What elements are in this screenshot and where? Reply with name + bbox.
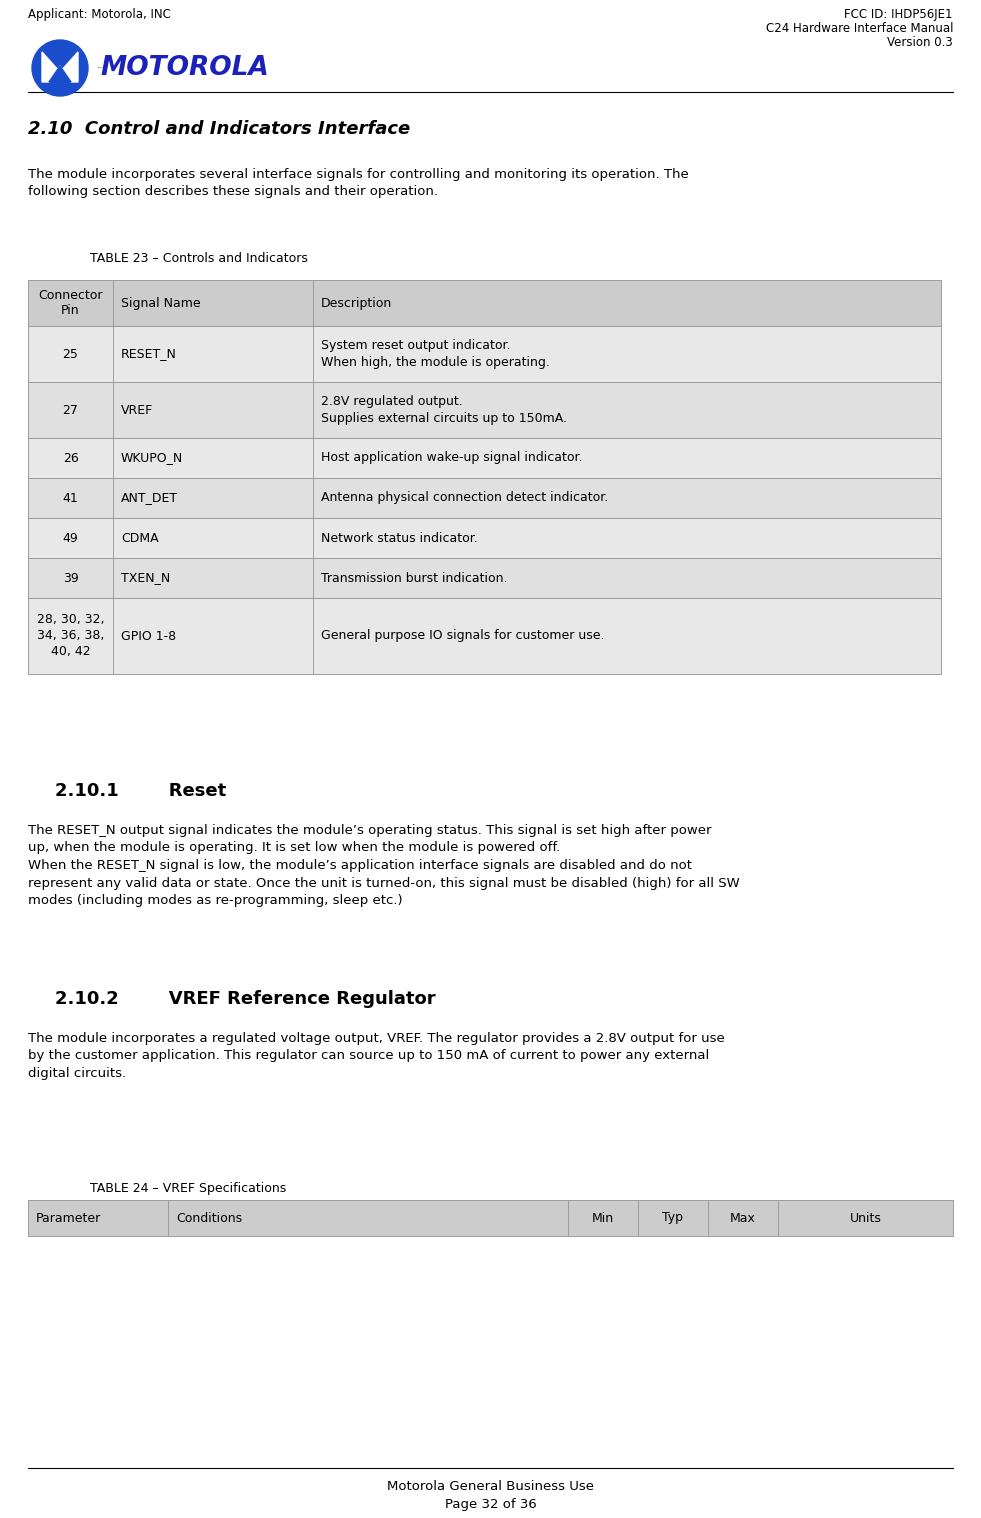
Circle shape [32, 39, 88, 96]
Text: Parameter: Parameter [36, 1211, 101, 1225]
Text: C24 Hardware Interface Manual: C24 Hardware Interface Manual [765, 21, 953, 35]
Bar [313, 518, 941, 559]
Text: General purpose IO signals for customer use.: General purpose IO signals for customer … [321, 630, 604, 642]
Text: WKUPO_N: WKUPO_N [121, 451, 183, 465]
Text: RESET_N: RESET_N [121, 348, 177, 360]
Bar [28, 383, 941, 439]
Text: Units: Units [850, 1211, 882, 1225]
Bar [113, 478, 313, 518]
Text: TABLE 23 – Controls and Indicators: TABLE 23 – Controls and Indicators [90, 252, 308, 266]
Text: MOTOROLA: MOTOROLA [100, 55, 269, 80]
Text: Host application wake-up signal indicator.: Host application wake-up signal indicato… [321, 451, 583, 465]
Polygon shape [49, 65, 71, 82]
Bar [28, 326, 113, 383]
Text: VREF: VREF [121, 404, 153, 416]
Text: 2.10.1        Reset: 2.10.1 Reset [55, 782, 227, 800]
Text: FCC ID: IHDP56JE1: FCC ID: IHDP56JE1 [845, 8, 953, 21]
Bar [313, 439, 941, 478]
Text: Signal Name: Signal Name [121, 296, 201, 310]
Text: Connector
Pin: Connector Pin [38, 288, 103, 317]
Bar [113, 383, 313, 439]
Text: TXEN_N: TXEN_N [121, 571, 171, 584]
Bar [313, 326, 941, 383]
Polygon shape [42, 52, 78, 82]
Text: The module incorporates a regulated voltage output, VREF. The regulator provides: The module incorporates a regulated volt… [28, 1032, 725, 1079]
Text: Version 0.3: Version 0.3 [887, 36, 953, 49]
Bar [28, 1201, 168, 1236]
Text: Transmission burst indication.: Transmission burst indication. [321, 571, 507, 584]
Bar [28, 559, 113, 598]
Text: Conditions: Conditions [176, 1211, 242, 1225]
Bar [313, 478, 941, 518]
Bar [28, 559, 941, 598]
Bar [708, 1201, 778, 1236]
Bar [28, 598, 941, 674]
Bar [113, 279, 313, 326]
Bar [638, 1201, 708, 1236]
Bar [313, 279, 941, 326]
Text: 39: 39 [63, 571, 78, 584]
Text: GPIO 1-8: GPIO 1-8 [121, 630, 177, 642]
Bar [113, 439, 313, 478]
Text: Max: Max [730, 1211, 756, 1225]
Bar [28, 1201, 953, 1236]
Bar [778, 1201, 953, 1236]
Text: 28, 30, 32,
34, 36, 38,
40, 42: 28, 30, 32, 34, 36, 38, 40, 42 [36, 613, 104, 659]
Text: 25: 25 [63, 348, 78, 360]
Bar [28, 383, 113, 439]
Text: Antenna physical connection detect indicator.: Antenna physical connection detect indic… [321, 492, 608, 504]
Bar [28, 518, 113, 559]
Bar [113, 326, 313, 383]
Text: Motorola General Business Use
Page 32 of 36: Motorola General Business Use Page 32 of… [387, 1480, 594, 1510]
Bar [28, 478, 941, 518]
Bar [28, 326, 941, 383]
Text: 41: 41 [63, 492, 78, 504]
Bar [113, 518, 313, 559]
Bar [28, 478, 113, 518]
Bar [28, 598, 113, 674]
Text: 49: 49 [63, 531, 78, 545]
Bar [28, 439, 113, 478]
Text: 27: 27 [63, 404, 78, 416]
Text: CDMA: CDMA [121, 531, 159, 545]
Bar [168, 1201, 568, 1236]
Text: 2.10  Control and Indicators Interface: 2.10 Control and Indicators Interface [28, 120, 410, 138]
Text: 2.8V regulated output.
Supplies external circuits up to 150mA.: 2.8V regulated output. Supplies external… [321, 395, 567, 425]
Text: System reset output indicator.
When high, the module is operating.: System reset output indicator. When high… [321, 339, 550, 369]
Text: Min: Min [592, 1211, 614, 1225]
Text: Network status indicator.: Network status indicator. [321, 531, 478, 545]
Bar [313, 383, 941, 439]
Bar [313, 559, 941, 598]
Bar [113, 598, 313, 674]
Bar [568, 1201, 638, 1236]
Bar [313, 598, 941, 674]
Bar [28, 439, 941, 478]
Text: Applicant: Motorola, INC: Applicant: Motorola, INC [28, 8, 171, 21]
Text: The module incorporates several interface signals for controlling and monitoring: The module incorporates several interfac… [28, 168, 689, 199]
Bar [28, 279, 113, 326]
Text: Typ: Typ [662, 1211, 684, 1225]
Text: TABLE 24 – VREF Specifications: TABLE 24 – VREF Specifications [90, 1183, 286, 1195]
Text: 26: 26 [63, 451, 78, 465]
Text: The RESET_N output signal indicates the module’s operating status. This signal i: The RESET_N output signal indicates the … [28, 824, 740, 906]
Bar [113, 559, 313, 598]
Text: 2.10.2        VREF Reference Regulator: 2.10.2 VREF Reference Regulator [55, 990, 436, 1008]
Bar [28, 279, 941, 326]
Text: ANT_DET: ANT_DET [121, 492, 179, 504]
Text: Description: Description [321, 296, 392, 310]
Bar [28, 518, 941, 559]
